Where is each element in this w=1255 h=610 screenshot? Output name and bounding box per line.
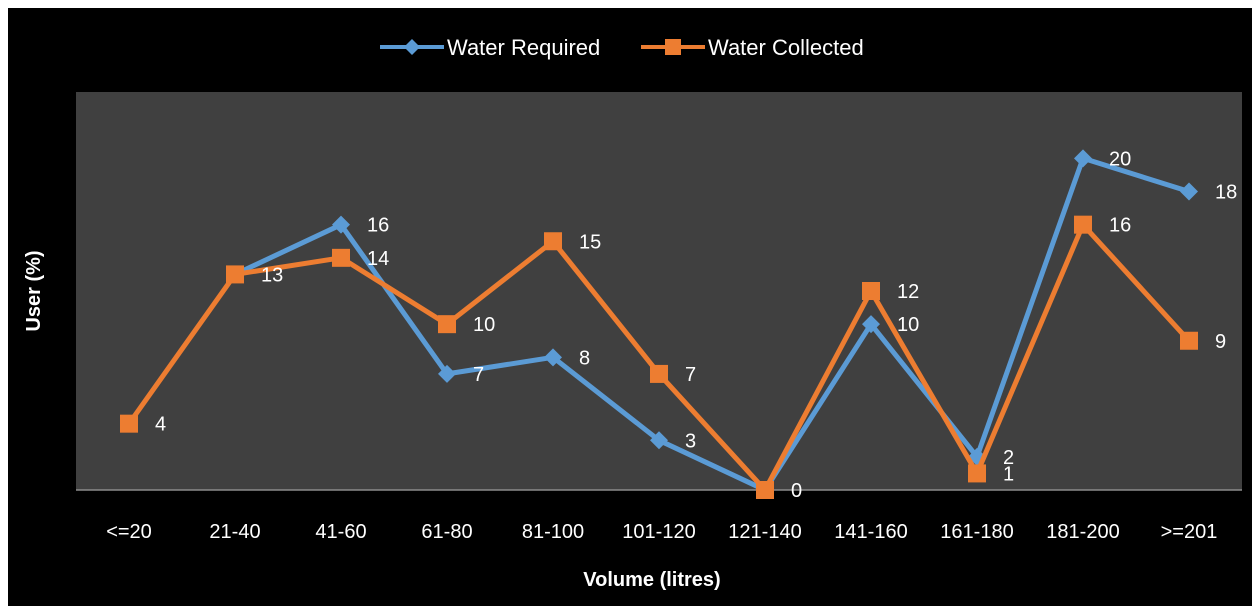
data-point-water-required [862,315,880,334]
legend-item-water-collected: Water Collected [641,35,864,60]
series-line-water-required [233,155,1190,493]
data-label-water-collected: 7 [685,364,696,386]
data-point-water-collected [226,265,244,284]
data-label-water-collected: 1 [1003,463,1014,485]
legend-marker-water-collected [665,39,681,55]
legend: Water Required Water Collected [380,35,864,60]
series-water-collected [120,215,1198,499]
x-tick-label: 61-80 [421,521,472,543]
data-label-water-collected: 4 [155,414,166,436]
x-tick-label: 161-180 [940,521,1013,543]
data-labels-layer: 16 7 8 3 10 2 20 18 4 13 14 10 15 7 0 12 1 16 9 [155,148,1237,502]
x-tick-label: 81-100 [522,521,584,543]
x-tick-label: 181-200 [1046,521,1119,543]
data-point-water-collected [1180,331,1198,350]
x-tick-labels: <=20 21-40 41-60 61-80 81-100 101-120 121-140 1… [106,521,1217,543]
data-point-water-collected [968,464,986,483]
data-label-water-required: 10 [897,314,919,336]
data-point-water-required [650,431,668,450]
data-label-water-collected: 14 [367,248,389,270]
x-tick-label: >=201 [1161,521,1218,543]
data-label-water-required: 18 [1215,182,1237,204]
data-point-water-collected [756,481,774,499]
data-label-water-collected: 12 [897,281,919,303]
x-tick-label: 41-60 [315,521,366,543]
line-chart: Water Required Water Collected User (%) … [23,35,1242,591]
data-point-water-required [438,364,456,383]
x-axis-title: Volume (litres) [583,569,720,591]
x-tick-label: 21-40 [209,521,260,543]
data-label-water-required: 2 [1003,447,1014,469]
data-point-water-required [1180,182,1198,201]
x-tick-label: 101-120 [622,521,695,543]
data-label-water-collected: 13 [261,264,283,286]
data-label-water-required: 16 [367,215,389,237]
x-tick-label: 141-160 [834,521,907,543]
data-point-water-collected [544,232,562,251]
x-tick-label: 121-140 [728,521,801,543]
data-point-water-collected [650,364,668,383]
data-point-water-collected [438,315,456,334]
data-point-water-required [1074,149,1092,168]
chart-frame: Water Required Water Collected User (%) … [8,8,1252,606]
data-point-water-collected [332,248,350,267]
data-label-water-collected: 0 [791,480,802,502]
series-layer [120,149,1198,499]
legend-label-water-collected: Water Collected [708,35,864,60]
data-label-water-collected: 15 [579,231,601,253]
data-label-water-required: 20 [1109,148,1131,170]
data-label-water-collected: 10 [473,314,495,336]
legend-marker-water-required [404,39,420,55]
data-point-water-collected [120,414,138,433]
data-label-water-required: 8 [579,347,590,369]
data-label-water-collected: 16 [1109,215,1131,237]
plot-area [76,92,1242,490]
data-point-water-collected [1074,215,1092,234]
x-tick-label: <=20 [106,521,152,543]
data-point-water-required [544,348,562,367]
data-label-water-required: 7 [473,364,484,386]
data-label-water-collected: 9 [1215,331,1226,353]
data-label-water-required: 3 [685,430,696,452]
data-point-water-collected [862,282,880,300]
legend-item-water-required: Water Required [380,35,600,60]
legend-label-water-required: Water Required [447,35,600,60]
y-axis-title: User (%) [23,250,45,331]
data-point-water-required [332,215,350,234]
